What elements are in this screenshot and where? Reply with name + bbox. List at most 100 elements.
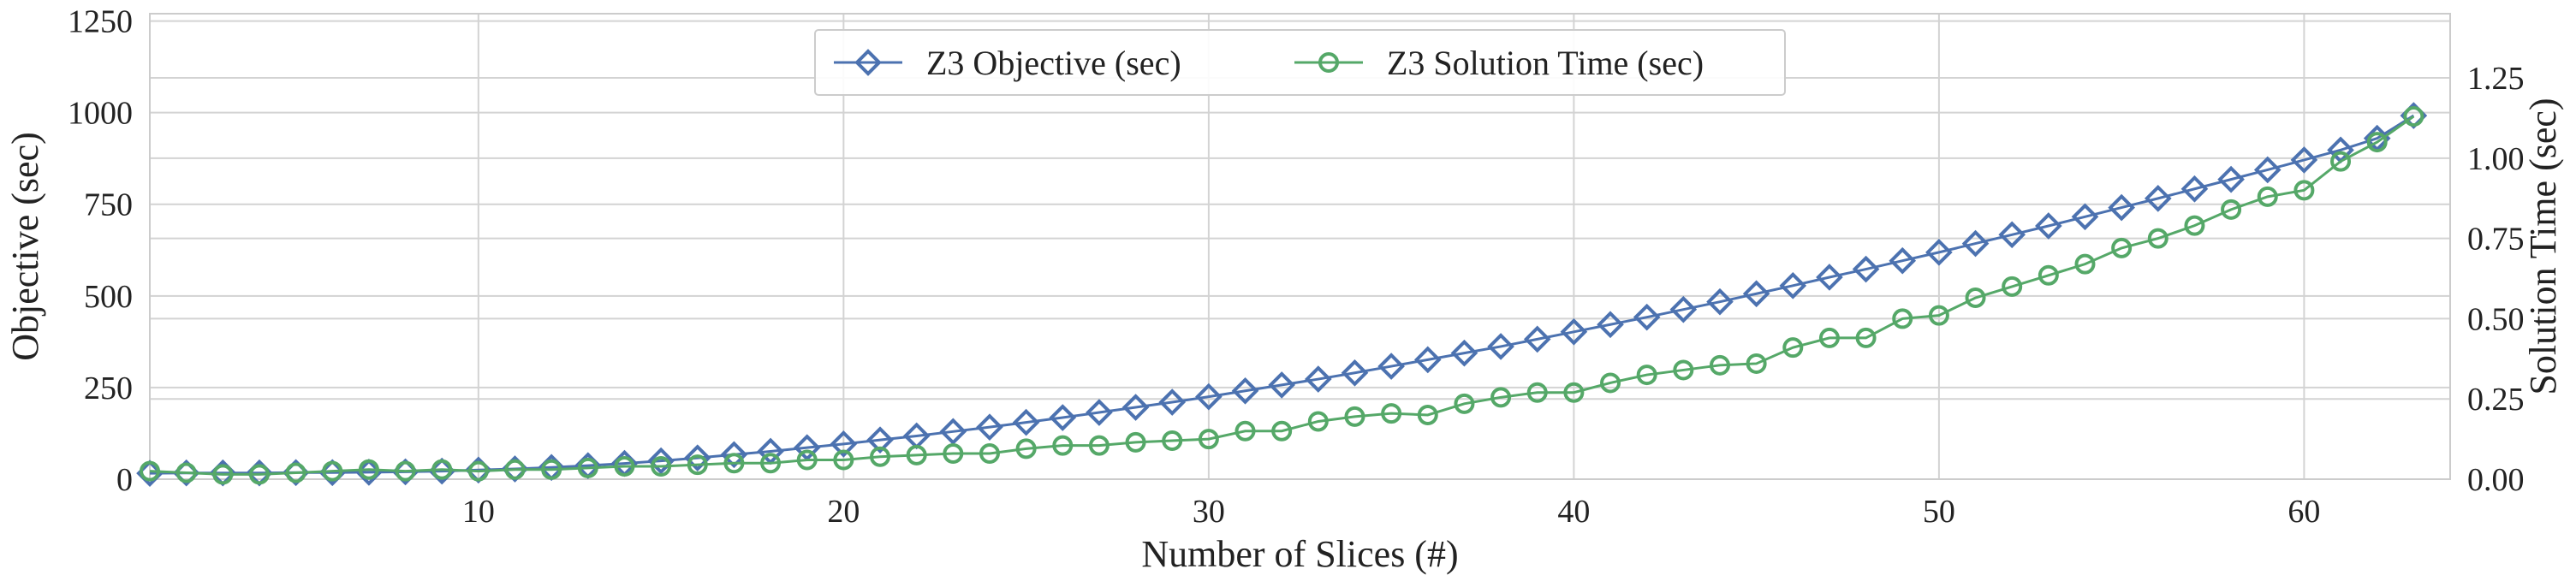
- diamond-marker-icon: [854, 49, 882, 76]
- data-point-marker: [2217, 165, 2245, 193]
- x-tick-label: 10: [462, 494, 495, 530]
- data-point-marker: [1742, 280, 1770, 308]
- data-point-marker: [395, 460, 416, 482]
- data-point-marker: [2330, 151, 2352, 172]
- y-right-tick-label: 1.25: [2467, 61, 2525, 97]
- series-line: [149, 114, 2415, 475]
- series-objective: [136, 102, 2428, 487]
- data-point-marker: [1709, 354, 1730, 376]
- series-solution-time: [140, 106, 2424, 485]
- data-point-marker: [2147, 228, 2168, 249]
- data-point-marker: [683, 444, 711, 471]
- data-point-marker: [614, 455, 635, 477]
- data-point-marker: [866, 426, 894, 454]
- data-point-marker: [1746, 353, 1767, 374]
- data-point-marker: [1413, 346, 1442, 374]
- data-point-marker: [1560, 317, 1588, 346]
- x-tick-label: 40: [1557, 494, 1590, 530]
- data-point-marker: [358, 459, 379, 480]
- x-tick-label: 30: [1193, 494, 1225, 530]
- data-point-marker: [2071, 203, 2099, 231]
- data-point-marker: [467, 460, 489, 482]
- data-point-marker: [943, 442, 964, 464]
- y-left-tick-label: 1250: [68, 4, 133, 40]
- data-point-marker: [2253, 156, 2282, 184]
- y-left-tick-label: 250: [84, 371, 133, 406]
- series-layer: [136, 102, 2428, 487]
- data-point-marker: [1304, 365, 1332, 393]
- data-point-marker: [1490, 387, 1512, 408]
- data-point-marker: [1523, 325, 1551, 353]
- legend: Z3 Objective (sec) Z3 Solution Time (sec): [814, 29, 1786, 96]
- data-point-marker: [1998, 221, 2026, 249]
- data-point-marker: [830, 430, 858, 458]
- data-point-marker: [1377, 353, 1405, 380]
- data-point-marker: [1049, 404, 1077, 431]
- data-point-marker: [1234, 420, 1256, 442]
- data-point-marker: [976, 413, 1003, 442]
- data-point-marker: [212, 464, 234, 485]
- data-point-marker: [796, 449, 818, 471]
- data-point-marker: [1669, 295, 1698, 323]
- data-point-marker: [248, 464, 270, 485]
- data-point-marker: [1052, 435, 1074, 456]
- legend-entry: Z3 Objective (sec): [834, 44, 1181, 82]
- data-point-marker: [285, 462, 306, 483]
- y-right-tick-label: 1.00: [2467, 141, 2525, 177]
- y-right-tick-label: 0.25: [2467, 382, 2525, 418]
- y-axis-left-title: Objective (sec): [4, 132, 46, 361]
- data-point-marker: [647, 447, 675, 475]
- y-left-tick-label: 500: [84, 279, 133, 315]
- data-point-marker: [1852, 255, 1880, 283]
- x-tick-label: 50: [1923, 494, 1955, 530]
- data-point-marker: [720, 441, 748, 469]
- data-point-marker: [1487, 333, 1514, 360]
- legend-label: Z3 Objective (sec): [926, 44, 1181, 82]
- data-point-marker: [1088, 435, 1110, 456]
- data-point-marker: [1198, 429, 1219, 450]
- data-point-marker: [1633, 303, 1661, 331]
- data-point-marker: [1158, 388, 1187, 416]
- data-point-marker: [1816, 264, 1843, 291]
- data-point-marker: [906, 444, 927, 465]
- data-point-marker: [2293, 180, 2315, 201]
- data-point-marker: [1162, 430, 1183, 451]
- x-axis-title: Number of Slices (#): [1141, 533, 1458, 575]
- data-point-marker: [1961, 229, 1990, 258]
- data-point-marker: [1818, 327, 1840, 348]
- data-point-marker: [431, 459, 453, 480]
- data-point-marker: [2184, 215, 2205, 236]
- data-point-marker: [1597, 311, 1624, 339]
- data-point-marker: [1563, 382, 1585, 403]
- data-point-marker: [1417, 404, 1438, 425]
- data-point-marker: [1706, 288, 1734, 316]
- data-point-marker: [140, 460, 160, 482]
- data-point-marker: [2290, 146, 2318, 174]
- data-point-marker: [1779, 272, 1807, 299]
- data-point-marker: [687, 454, 708, 476]
- data-point-marker: [1600, 372, 1621, 394]
- data-point-marker: [2257, 186, 2278, 207]
- y-right-tick-label: 0.50: [2467, 301, 2525, 337]
- data-point-marker: [1268, 371, 1296, 399]
- data-point-marker: [2074, 253, 2096, 275]
- data-point-marker: [1526, 382, 1548, 403]
- data-point-marker: [1344, 406, 1365, 427]
- data-point-marker: [1889, 246, 1917, 275]
- data-point-marker: [2403, 106, 2424, 127]
- data-point-marker: [2108, 193, 2135, 222]
- data-point-marker: [760, 453, 782, 474]
- data-point-marker: [2180, 175, 2209, 203]
- data-point-marker: [1012, 408, 1040, 436]
- y-left-tick-label: 0: [116, 462, 133, 498]
- y-left-tick-label: 750: [84, 187, 133, 223]
- data-point-marker: [939, 418, 967, 446]
- tick-labels: 10 20 30 40 50 60 0 250 500 750 1000 1250 0.00 0.25 0.…: [68, 4, 2525, 530]
- data-point-marker: [2035, 212, 2062, 240]
- data-point-marker: [2144, 185, 2172, 212]
- data-point-marker: [1454, 393, 1475, 414]
- data-point-marker: [541, 459, 562, 480]
- data-point-marker: [2002, 276, 2023, 297]
